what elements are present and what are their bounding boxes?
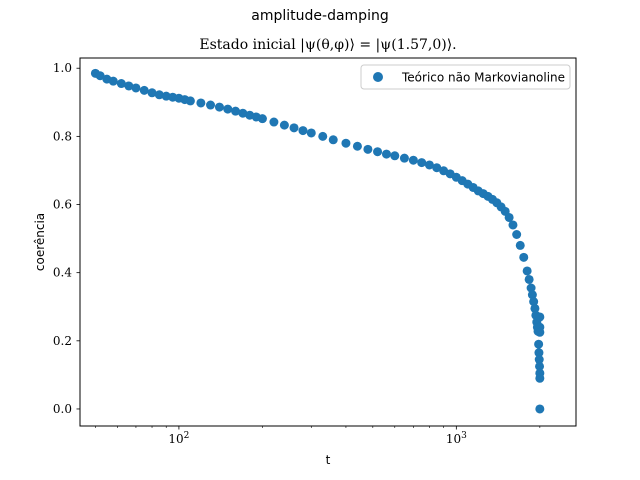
scatter-point	[328, 135, 338, 145]
scatter-point	[341, 138, 351, 148]
scatter-point	[515, 240, 525, 250]
legend-marker	[373, 72, 383, 82]
scatter-point	[535, 373, 545, 383]
scatter-point	[535, 404, 545, 414]
scatter-point	[526, 283, 536, 293]
scatter-point	[512, 230, 522, 239]
scatter-point	[535, 312, 545, 322]
scatter-point	[527, 290, 537, 300]
scatter-point	[154, 90, 164, 100]
scatter-point	[147, 88, 157, 98]
scatter-point	[381, 149, 391, 159]
scatter-point	[535, 361, 545, 371]
scatter-point	[214, 102, 224, 112]
scatter-point	[417, 158, 427, 168]
scatter-point	[524, 274, 534, 284]
y-tick-label: 0.4	[53, 266, 72, 280]
y-axis-ticks: 0.0 0.2 0.4 0.6 0.8 1.0	[53, 61, 80, 416]
scatter-point	[231, 106, 241, 116]
scatter-point	[196, 98, 206, 108]
scatter-point	[534, 339, 544, 349]
scatter-point	[318, 131, 328, 141]
scatter-point	[223, 104, 233, 114]
scatter-point	[306, 128, 316, 138]
scatter-point	[504, 212, 514, 222]
scatter-point	[131, 83, 141, 93]
scatter-point	[139, 85, 149, 95]
scatter-point	[424, 160, 434, 170]
scatter-point	[95, 71, 105, 81]
y-tick-label: 1.0	[53, 61, 72, 75]
scatter-point	[352, 141, 362, 151]
legend-label: Teórico não Markovianoline	[401, 71, 565, 85]
scatter-point	[508, 220, 518, 230]
scatter-point	[408, 155, 418, 165]
x-tick-label: 103	[446, 431, 467, 446]
scatter-point	[373, 147, 383, 157]
scatter-point	[399, 153, 409, 163]
axes-frame	[79, 57, 577, 427]
scatter-point	[363, 144, 373, 154]
scatter-point	[534, 355, 544, 365]
chart-title: amplitude-damping	[251, 8, 388, 24]
x-axis-label: t	[326, 453, 331, 467]
legend: Teórico não Markovianoline	[360, 64, 571, 90]
y-tick-label: 0.6	[53, 198, 72, 212]
scatter-point	[116, 79, 126, 89]
chart-subtitle: Estado inicial |ψ(θ,φ)⟩ = |ψ(1.57,0)⟩.	[199, 37, 456, 53]
scatter-point	[522, 266, 532, 276]
scatter-point	[269, 117, 279, 127]
scatter-point	[432, 163, 442, 173]
x-axis-ticks: 102 103	[95, 426, 541, 446]
y-tick-label: 0.0	[53, 402, 72, 416]
y-tick-label: 0.8	[53, 129, 72, 143]
scatter-point	[206, 100, 216, 110]
scatter-point	[289, 123, 299, 133]
scatter-point	[238, 108, 248, 118]
scatter-point	[535, 327, 545, 337]
y-tick-label: 0.2	[53, 334, 72, 348]
scatter-point	[390, 151, 400, 161]
scatter-points	[90, 68, 545, 414]
scatter-point	[124, 81, 134, 91]
scatter-point	[519, 252, 529, 262]
scatter-point	[530, 303, 540, 313]
scatter-point	[529, 297, 539, 307]
scatter-point	[257, 114, 267, 124]
scatter-point	[534, 348, 544, 358]
scatter-point	[185, 96, 195, 106]
scatter-point	[279, 120, 289, 130]
y-axis-label: coerência	[33, 213, 47, 271]
scatter-point	[108, 76, 118, 86]
scatter-point	[298, 126, 308, 136]
x-tick-label: 102	[168, 431, 189, 446]
plot-area: 102 103 0.0 0.2 0.4 0.6 0.8 1.0	[53, 57, 577, 446]
legend-frame	[360, 64, 571, 90]
